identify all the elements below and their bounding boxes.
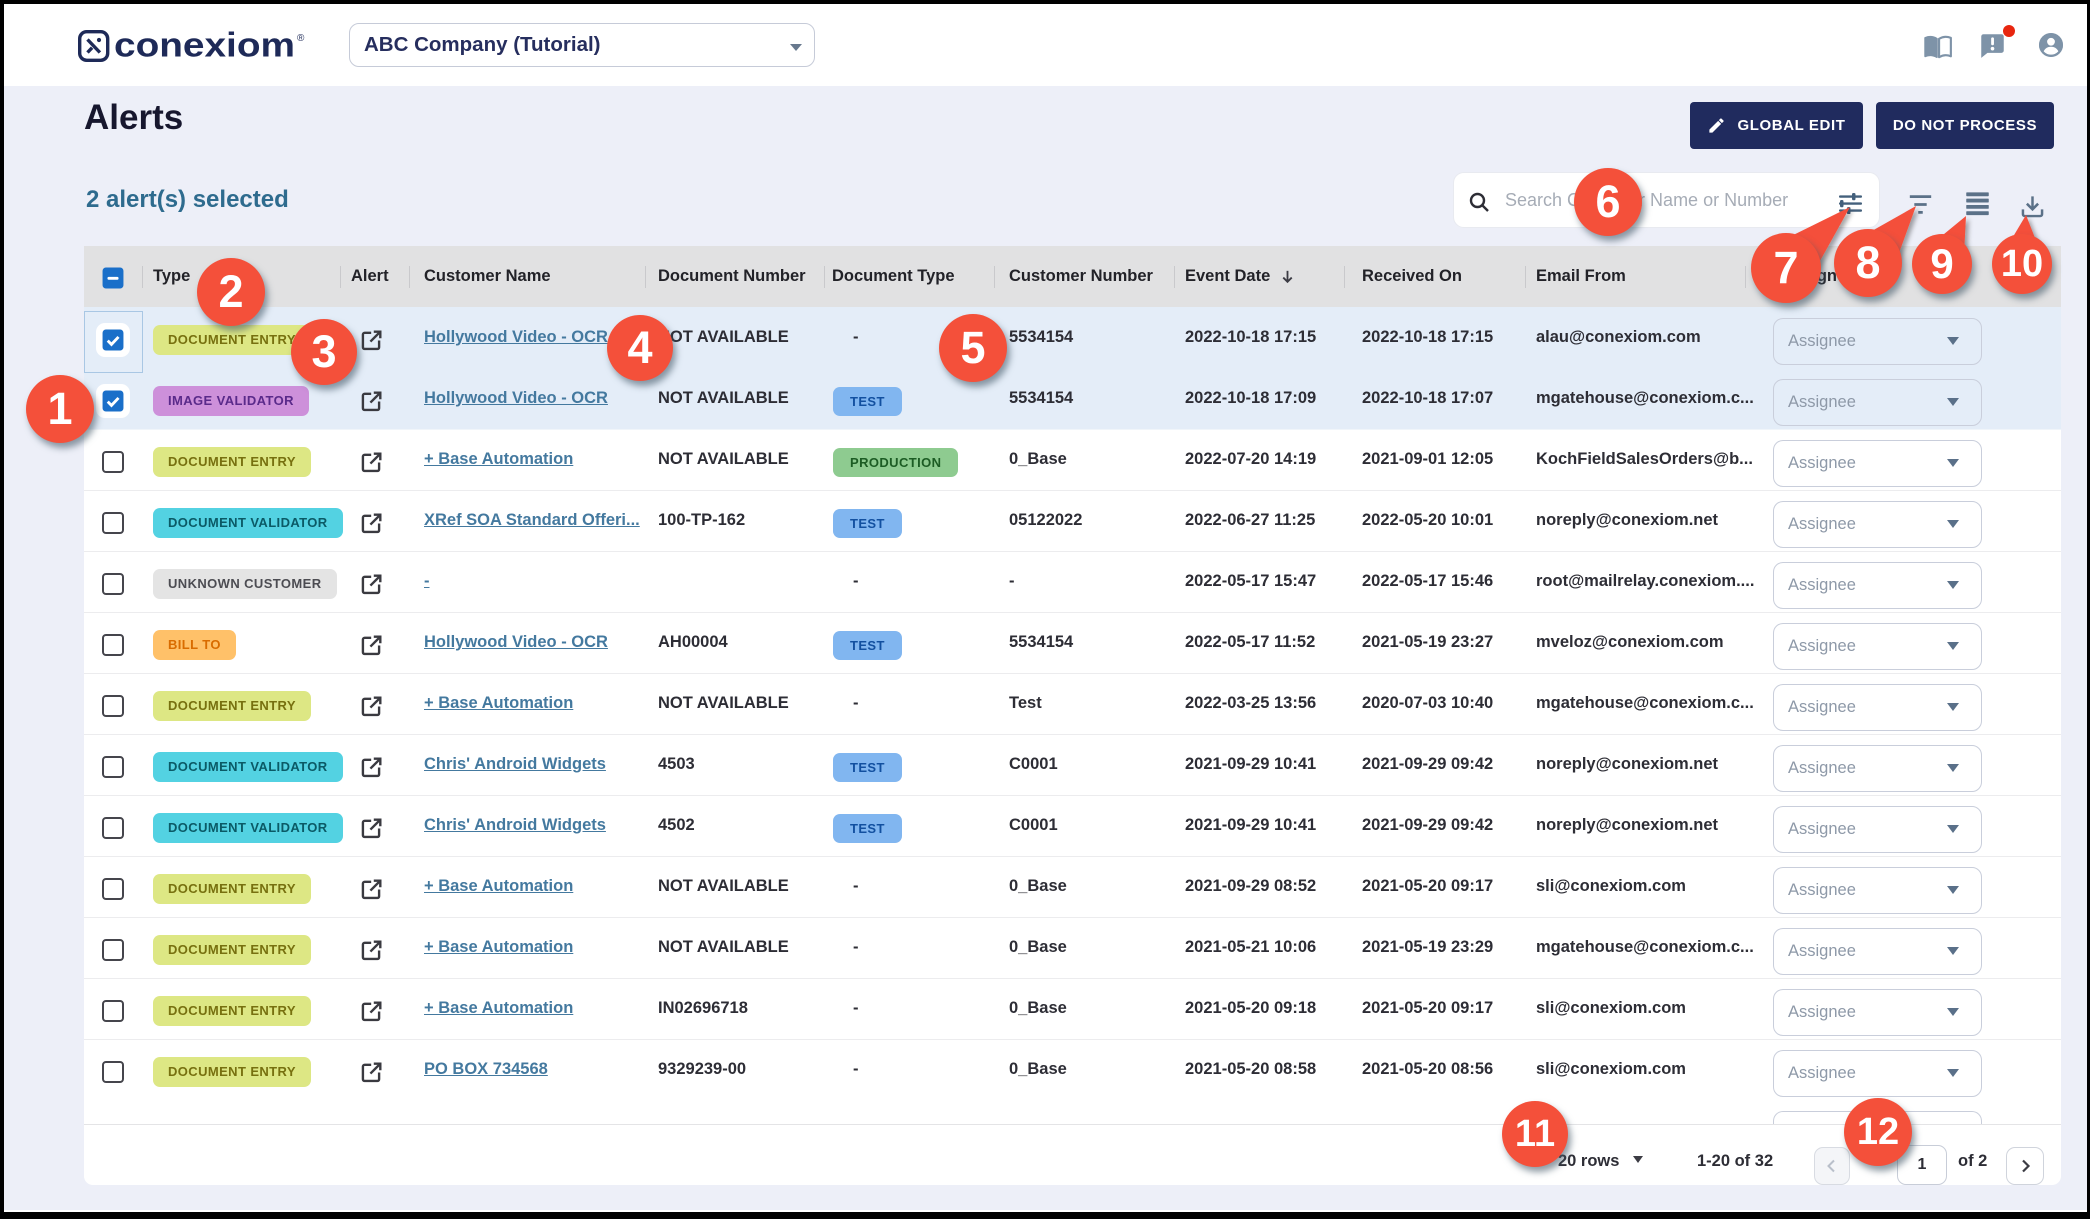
- svg-text:conexiom: conexiom: [114, 29, 295, 63]
- svg-text:®: ®: [297, 33, 305, 44]
